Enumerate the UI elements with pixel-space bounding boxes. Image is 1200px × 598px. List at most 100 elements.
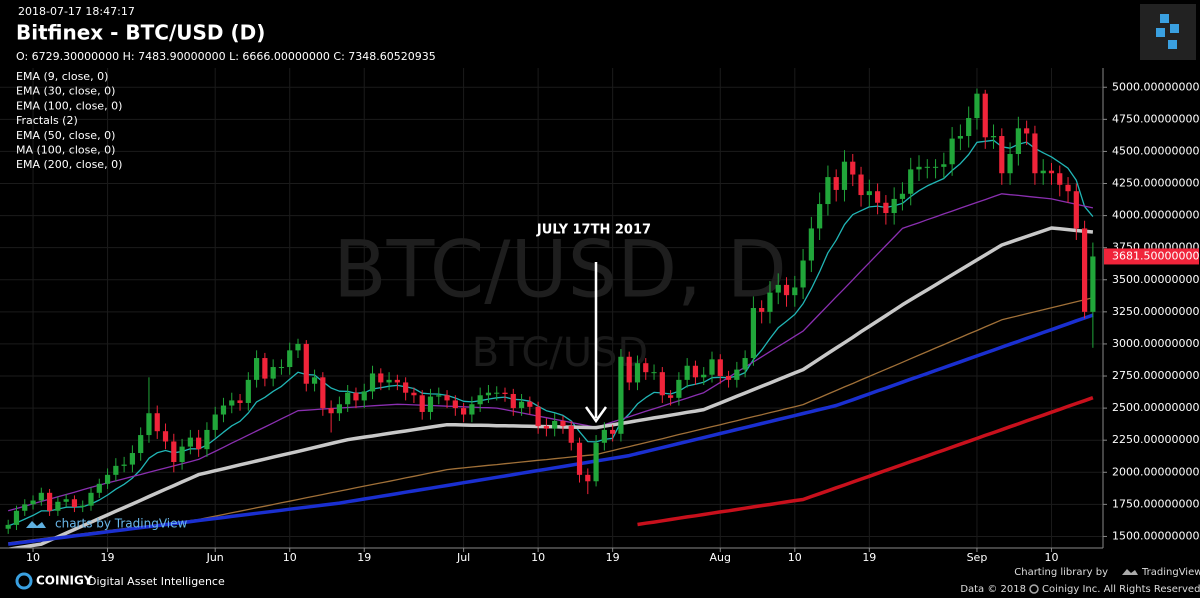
logo-shape — [1156, 28, 1165, 37]
candle-body — [875, 191, 881, 203]
candle-body — [229, 400, 235, 406]
x-tick-label: 19 — [862, 551, 876, 564]
candle-body — [891, 198, 897, 214]
data-year: Data © 2018 — [960, 584, 1026, 595]
candle-body — [63, 499, 69, 502]
candle-body — [1024, 128, 1030, 134]
legend-entry: EMA (50, close, 0) — [16, 129, 115, 142]
candle-body — [13, 510, 20, 525]
indicator-line — [8, 193, 1094, 512]
copyright-icon — [1029, 584, 1039, 594]
candle-body — [560, 420, 566, 427]
candle-body — [80, 505, 86, 507]
candle-body — [725, 376, 732, 380]
candle-body — [427, 396, 434, 412]
candle-body — [717, 359, 723, 377]
candle-body — [668, 395, 674, 398]
legend-entry: MA (100, close, 0) — [16, 144, 115, 157]
candle-body — [651, 372, 657, 374]
arrow-head — [584, 406, 608, 424]
candle-body — [709, 359, 715, 375]
candle-body — [742, 358, 748, 370]
legend-entry: EMA (200, close, 0) — [16, 158, 122, 171]
y-tick-label: 1750.00000000 — [1112, 497, 1199, 510]
y-tick-label: 4250.00000000 — [1112, 177, 1199, 190]
candle-body — [328, 408, 334, 414]
candle-body — [452, 400, 458, 409]
candle-body — [999, 136, 1005, 174]
y-tick-label: 5000.00000000 — [1112, 80, 1199, 93]
legend: EMA (9, close, 0)EMA (30, close, 0)EMA (… — [16, 70, 122, 171]
candle-body — [461, 408, 467, 415]
candle-body — [841, 161, 848, 190]
coinigy-icon — [15, 572, 33, 590]
y-tick-label: 3000.00000000 — [1112, 337, 1199, 350]
candle-body — [899, 193, 906, 199]
candle-body — [444, 395, 450, 401]
candle-body — [138, 435, 144, 454]
legend-entry: EMA (9, close, 0) — [16, 70, 108, 83]
candle-body — [204, 429, 210, 450]
candle-body — [817, 204, 823, 229]
candle-body — [510, 393, 516, 409]
candle-body — [311, 377, 318, 384]
candle-body — [808, 228, 814, 261]
candle-body — [353, 392, 359, 401]
candle-body — [610, 429, 616, 434]
tv-footer-icon — [1122, 569, 1138, 575]
candle-body — [974, 93, 980, 119]
candle-body — [966, 118, 972, 137]
candle-body — [196, 437, 202, 450]
candle-body — [932, 166, 939, 168]
candle-body — [436, 395, 442, 397]
candle-body — [643, 363, 649, 373]
y-tick-label: 2500.00000000 — [1112, 401, 1199, 414]
candle-body — [850, 161, 856, 175]
candle-body — [982, 93, 988, 138]
x-tick-label: Jul — [456, 551, 470, 564]
candle-body — [692, 365, 699, 378]
candle-body — [543, 426, 549, 429]
y-tick-label: 4000.00000000 — [1112, 209, 1199, 222]
candle-body — [386, 379, 392, 383]
candle-body — [676, 379, 682, 398]
candle-body — [684, 365, 690, 380]
candle-body — [71, 499, 78, 507]
x-tick-label: 10 — [531, 551, 545, 564]
annotation: JULY 17TH 2017 — [536, 223, 651, 238]
candle-body — [96, 483, 102, 493]
x-tick-label: 10 — [788, 551, 802, 564]
x-tick-label: 19 — [101, 551, 115, 564]
candle-body — [179, 446, 185, 463]
rights: Coinigy Inc. All Rights Reserved. — [1042, 584, 1200, 595]
candle-body — [245, 379, 251, 403]
candle-body — [1040, 170, 1046, 174]
candle-body — [518, 401, 525, 409]
y-tick-label: 2000.00000000 — [1112, 465, 1199, 478]
brand: COINIGY — [36, 574, 93, 588]
candle-body — [552, 420, 558, 429]
candle-body — [336, 404, 342, 414]
logo-shape — [1160, 14, 1169, 23]
candle-body — [924, 166, 930, 168]
x-tick-label: Sep — [967, 551, 988, 564]
tradingview: TradingView — [1141, 567, 1200, 578]
annotation-arrow — [584, 262, 608, 424]
candle-body — [394, 379, 400, 383]
candle-body — [38, 492, 44, 501]
candle-body — [22, 504, 28, 511]
candle-body — [5, 524, 11, 529]
candle-body — [129, 453, 135, 465]
candle-body — [1073, 191, 1079, 229]
candle-body — [378, 373, 384, 383]
candle-body — [411, 392, 417, 396]
candle-body — [262, 358, 268, 379]
candle-body — [634, 363, 641, 383]
candle-body — [585, 474, 591, 482]
candle-body — [47, 492, 53, 511]
y-tick-label: 2250.00000000 — [1112, 433, 1199, 446]
x-tick-label: Jun — [206, 551, 224, 564]
candle-body — [601, 429, 607, 443]
x-tick-label: 10 — [283, 551, 297, 564]
candle-body — [502, 392, 508, 394]
